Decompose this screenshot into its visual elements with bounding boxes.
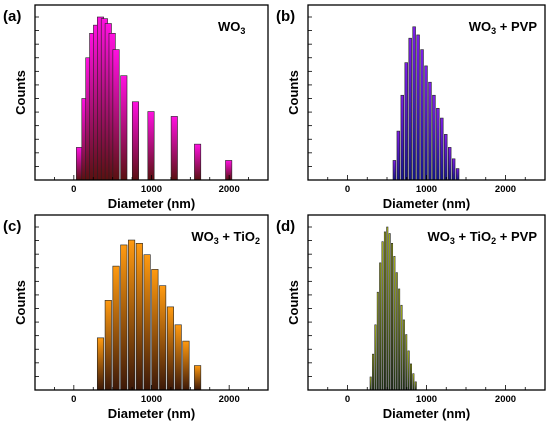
panel-letter: (b) bbox=[276, 8, 295, 25]
y-axis-title: Counts bbox=[286, 70, 301, 115]
histogram-bar bbox=[402, 319, 405, 391]
x-tick-label: 1000 bbox=[416, 394, 437, 405]
sample-label: WO3 + PVP bbox=[469, 19, 538, 36]
x-axis-title: Diameter (nm) bbox=[383, 406, 470, 421]
x-axis-title: Diameter (nm) bbox=[108, 196, 195, 211]
histogram-bar bbox=[372, 353, 375, 391]
histogram-bar bbox=[194, 365, 202, 391]
histogram-bar bbox=[428, 81, 432, 181]
sample-label: WO3 + TiO2 bbox=[191, 229, 260, 246]
histogram-bar bbox=[369, 376, 372, 391]
histogram-bar bbox=[424, 65, 428, 181]
histogram-bar bbox=[412, 373, 415, 391]
panel-a: 0 1000 2000 Diameter (nm) Counts (a) WO3 bbox=[3, 4, 269, 211]
x-tick-label: 0 bbox=[345, 184, 350, 195]
histogram-bar bbox=[436, 107, 440, 181]
histogram-bar bbox=[112, 265, 120, 391]
histogram-bar bbox=[405, 334, 408, 391]
x-tick-label: 0 bbox=[345, 394, 350, 405]
histogram-bar bbox=[412, 26, 416, 181]
x-tick-label: 1000 bbox=[416, 184, 437, 195]
x-tick-label: 2000 bbox=[219, 184, 240, 195]
histogram-bar bbox=[386, 226, 389, 391]
histogram-bar bbox=[414, 381, 417, 391]
histogram-bar bbox=[408, 37, 412, 181]
panel-b: 0 1000 2000 Diameter (nm) Counts (b) WO3 + PVP bbox=[276, 4, 546, 211]
histogram-bar bbox=[131, 101, 139, 181]
histogram-bar bbox=[376, 291, 379, 391]
histogram-bar bbox=[447, 147, 452, 181]
histogram-bar bbox=[374, 324, 377, 391]
x-tick-label: 1000 bbox=[141, 184, 162, 195]
x-tick-label: 2000 bbox=[495, 184, 516, 195]
histogram-bar bbox=[379, 262, 382, 391]
histogram-bar bbox=[159, 285, 167, 391]
histogram-bar bbox=[120, 75, 128, 181]
histogram-bar bbox=[166, 306, 174, 391]
x-tick-label: 2000 bbox=[219, 394, 240, 405]
histogram-bar bbox=[381, 241, 384, 391]
x-tick-label: 2000 bbox=[495, 394, 516, 405]
histogram-bar bbox=[404, 62, 408, 181]
histogram-bar bbox=[194, 143, 202, 181]
histogram-bar bbox=[396, 130, 401, 181]
histogram-bar bbox=[383, 231, 386, 391]
histogram-bar bbox=[451, 158, 456, 181]
histogram-bar bbox=[388, 233, 391, 391]
x-tick-label: 1000 bbox=[141, 394, 162, 405]
histogram-bar bbox=[96, 337, 105, 391]
histogram-bar bbox=[104, 300, 112, 391]
histogram-bar bbox=[440, 117, 444, 181]
histogram-bar bbox=[400, 94, 404, 181]
histogram-bar bbox=[398, 288, 401, 391]
histogram-bar bbox=[455, 168, 460, 181]
histogram-bar bbox=[120, 244, 128, 391]
histogram-bar bbox=[444, 134, 448, 181]
histogram-bar bbox=[416, 34, 420, 181]
x-tick-label: 0 bbox=[71, 184, 76, 195]
panel-c: 0 1000 2000 Diameter (nm) Counts (c) WO3 + TiO… bbox=[3, 214, 269, 421]
sample-label: WO3 + TiO2 + PVP bbox=[428, 229, 538, 246]
x-tick-label: 0 bbox=[71, 394, 76, 405]
panel-letter: (d) bbox=[276, 218, 295, 235]
panel-d: 0 1000 2000 Diameter (nm) Counts (d) WO3 + TiO… bbox=[276, 214, 546, 421]
histogram-bar bbox=[420, 49, 424, 181]
panel-letter: (c) bbox=[3, 218, 21, 235]
histogram-bar bbox=[151, 269, 159, 391]
histogram-bar bbox=[395, 272, 398, 391]
histogram-bar bbox=[143, 254, 151, 391]
histogram-bar bbox=[225, 160, 233, 181]
histogram-bar bbox=[400, 304, 403, 391]
sample-label: WO3 bbox=[218, 19, 245, 36]
x-axis-title: Diameter (nm) bbox=[108, 406, 195, 421]
y-axis-title: Counts bbox=[13, 280, 28, 325]
histogram-bar bbox=[432, 94, 436, 181]
histogram-bar bbox=[170, 116, 178, 181]
histogram-bar bbox=[174, 324, 182, 391]
histogram-bar bbox=[147, 111, 155, 181]
histogram-bar bbox=[392, 160, 397, 181]
histogram-bar bbox=[128, 239, 136, 391]
histogram-bar bbox=[391, 243, 394, 391]
histogram-bar bbox=[135, 243, 143, 391]
histogram-bar bbox=[410, 363, 412, 391]
histogram-bar bbox=[182, 340, 190, 391]
x-axis-title: Diameter (nm) bbox=[383, 196, 470, 211]
y-axis-title: Counts bbox=[286, 280, 301, 325]
y-axis-title: Counts bbox=[13, 70, 28, 115]
histogram-bar bbox=[112, 49, 120, 181]
panel-letter: (a) bbox=[3, 8, 21, 25]
histogram-bar bbox=[393, 256, 396, 391]
histogram-bar bbox=[407, 350, 410, 391]
